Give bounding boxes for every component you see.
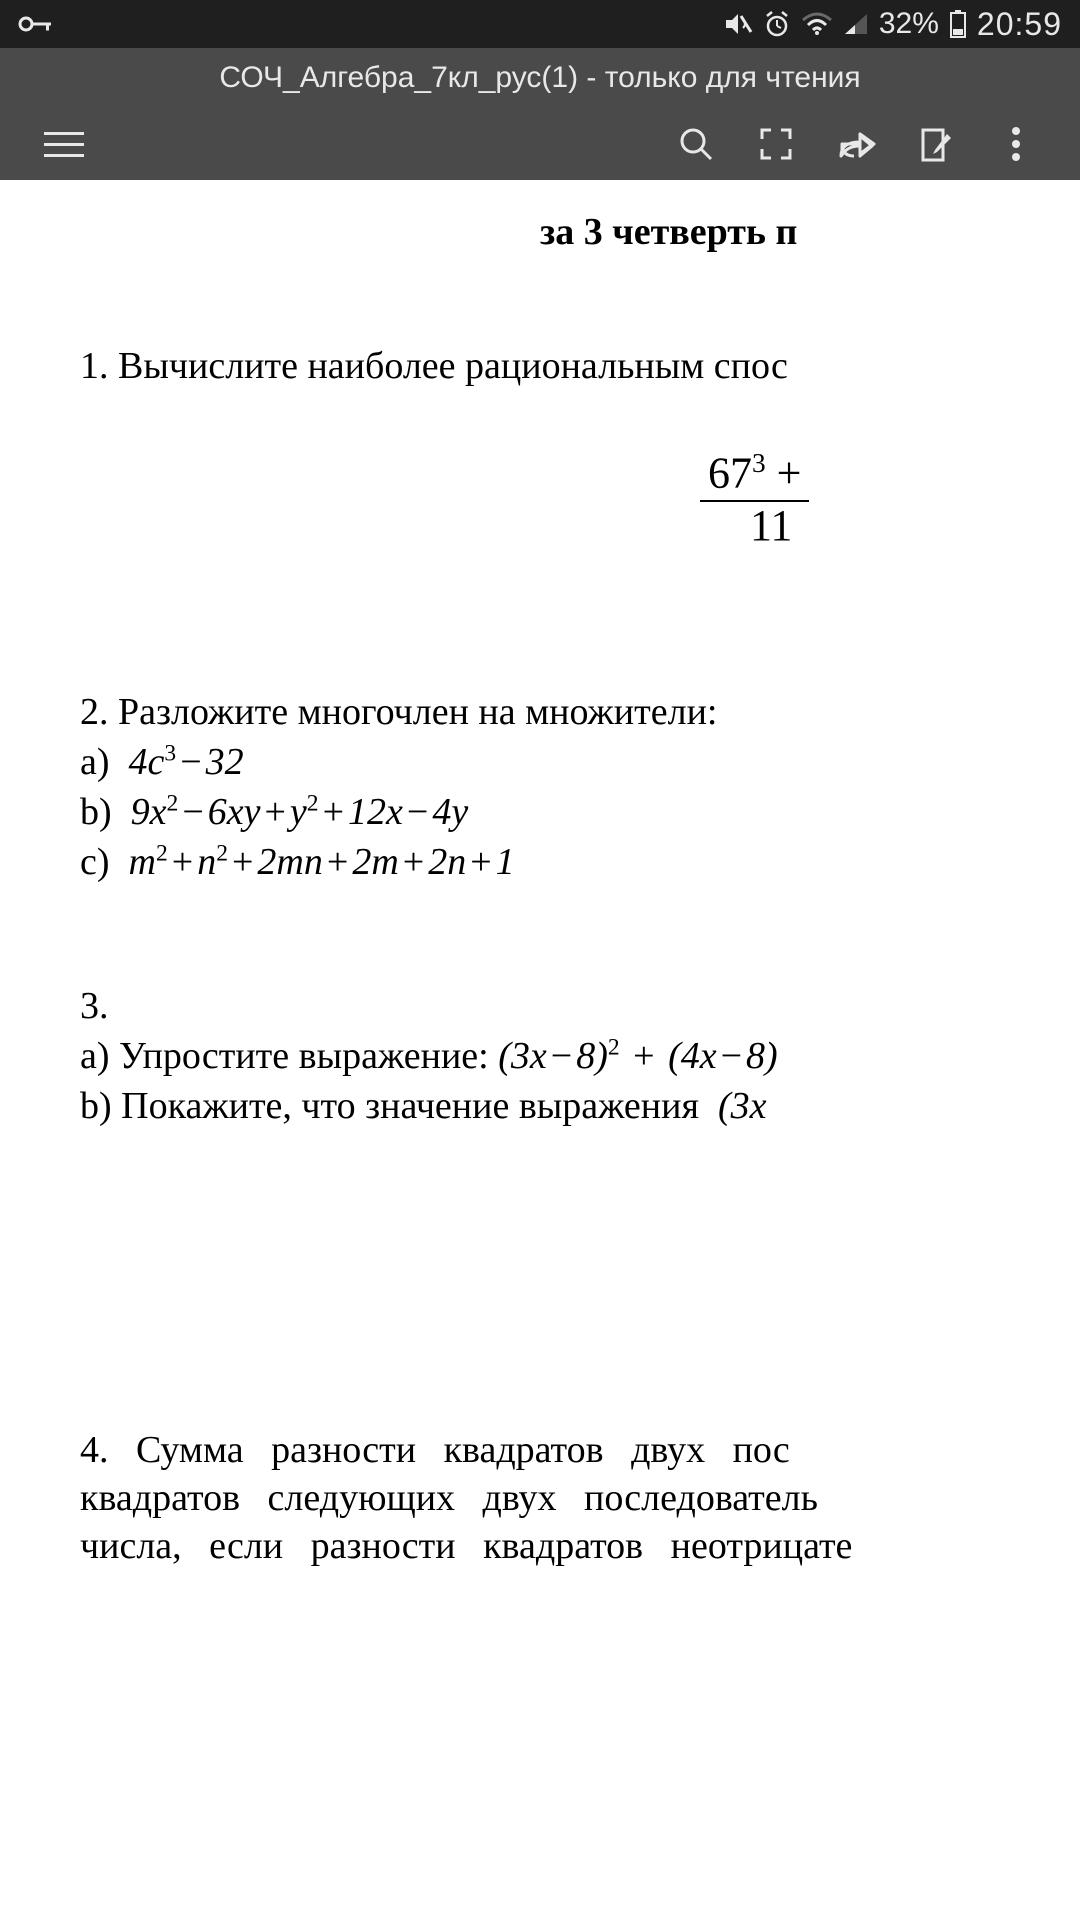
search-button[interactable] <box>656 108 736 180</box>
search-icon <box>676 124 716 164</box>
question-2: 2. Разложите многочлен на множители: a) … <box>80 690 1080 884</box>
share-icon <box>836 126 876 162</box>
fullscreen-button[interactable] <box>736 108 816 180</box>
status-left <box>18 14 54 34</box>
document-title-bar: СОЧ_Алгебра_7кл_рус(1) - только для чтен… <box>0 48 1080 108</box>
question-3: 3. a) Упростите выражение: (3x−8)2 + (4x… <box>80 984 1080 1128</box>
document-title: СОЧ_Алгебра_7кл_рус(1) - только для чтен… <box>219 61 860 95</box>
fullscreen-icon <box>758 126 794 162</box>
question-4: 4. Сумма разности квадратов двух пос ква… <box>80 1428 1080 1568</box>
menu-icon <box>44 132 84 157</box>
android-status-bar: 32% 20:59 <box>0 0 1080 48</box>
question-2-title: 2. Разложите многочлен на множители: <box>80 690 1080 734</box>
vpn-key-icon <box>18 14 54 34</box>
q4-line2: квадратов следующих двух последователь <box>80 1476 1080 1520</box>
share-button[interactable] <box>816 108 896 180</box>
q2-c-label: c) <box>80 841 110 883</box>
frac-numerator-base: 67 <box>708 449 752 498</box>
q4-line3: числа, если разности квадратов неотрицат… <box>80 1524 1080 1568</box>
alarm-icon <box>763 10 791 38</box>
mute-vibrate-icon <box>723 10 753 38</box>
q3-b: b) Покажите, что значение выражения (3x <box>80 1084 1080 1128</box>
question-1-text: 1. Вычислите наиболее рациональным спос <box>80 344 1080 388</box>
frac-numerator-exp: 3 <box>752 448 766 478</box>
battery-percent: 32% <box>879 7 939 41</box>
q3-number: 3. <box>80 984 1080 1028</box>
wifi-icon <box>801 12 833 36</box>
edit-button[interactable] <box>896 108 976 180</box>
document-viewport[interactable]: за 3 четверть п 1. Вычислите наиболее ра… <box>0 180 1080 1920</box>
heading-fragment: за 3 четверть п <box>80 210 1080 254</box>
q2-b-label: b) <box>80 791 112 833</box>
edit-icon <box>917 124 955 164</box>
menu-button[interactable] <box>24 108 104 180</box>
more-button[interactable] <box>976 108 1056 180</box>
frac-numerator-tail: + <box>766 449 802 498</box>
frac-denominator: 11 <box>700 502 1080 550</box>
clock-time: 20:59 <box>977 6 1062 43</box>
q3-a: a) Упростите выражение: (3x−8)2 + (4x−8) <box>80 1034 1080 1078</box>
status-right: 32% 20:59 <box>723 6 1062 43</box>
battery-icon <box>949 9 967 39</box>
signal-icon <box>843 12 869 36</box>
toolbar <box>0 108 1080 180</box>
question-1-fraction: 673 + 11 <box>80 448 1080 550</box>
more-icon <box>1011 126 1021 162</box>
q4-line1: 4. Сумма разности квадратов двух пос <box>80 1428 1080 1472</box>
q2-a-label: a) <box>80 741 110 783</box>
